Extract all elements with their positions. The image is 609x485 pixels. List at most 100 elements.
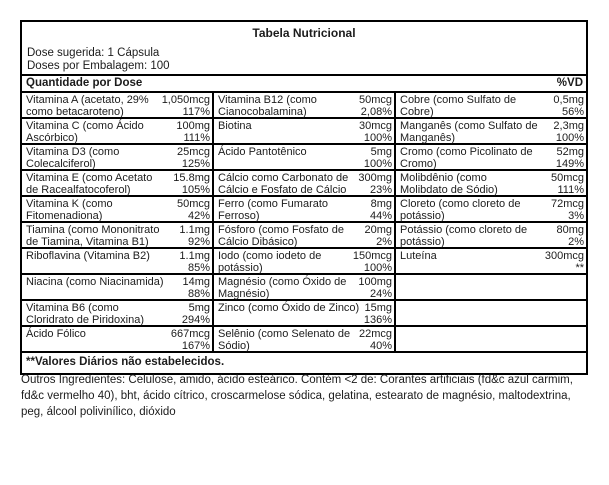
nutrient-values: 20mg 2% <box>364 224 392 248</box>
nutrient-name: Vitamina C (como Ácido Ascórbico) <box>26 120 144 144</box>
nutrient-row: Potássio (como cloreto de potássio) 80mg… <box>396 223 586 249</box>
nutrient-values: 100mg 111% <box>176 120 210 144</box>
nutrient-name: Vitamina K (como Fitomenadiona) <box>26 198 113 222</box>
nutrient-daily-value: 42% <box>187 210 210 222</box>
nutrient-daily-value: 2% <box>568 236 584 248</box>
nutrient-row: Cromo (como Picolinato de Cromo) 52mg 14… <box>396 145 586 171</box>
nutrient-daily-value: 111% <box>183 132 210 144</box>
nutrient-grid: Vitamina A (acetato, 29% como betacarote… <box>22 93 586 353</box>
nutrient-name: Niacina (como Niacinamida) <box>26 276 164 288</box>
nutrient-row: Manganês (como Sulfato de Manganês) 2,3m… <box>396 119 586 145</box>
nutrient-daily-value: ** <box>575 262 584 274</box>
nutrient-row <box>396 327 586 353</box>
nutrient-name: Vitamina B6 (como Cloridrato de Piridoxi… <box>26 302 144 326</box>
nutrient-row: Vitamina B6 (como Cloridrato de Piridoxi… <box>22 301 212 327</box>
nutrient-amount: 50mcg <box>550 172 584 184</box>
quantity-per-dose-header: Quantidade por Dose %VD <box>22 74 586 93</box>
nutrient-row: Vitamina K (como Fitomenadiona) 50mcg 42… <box>22 197 212 223</box>
nutrient-amount: 14mg <box>182 276 210 288</box>
table-title: Tabela Nutricional <box>252 26 356 40</box>
nutrient-row: Cálcio como Carbonato de Cálcio e Fosfat… <box>214 171 394 197</box>
nutrient-daily-value: 117% <box>182 106 210 118</box>
nutrient-amount: 25mcg <box>176 146 210 158</box>
nutrient-name: Fósforo (como Fosfato de Cálcio Dibásico… <box>218 224 344 248</box>
nutrient-values: 22mcg 40% <box>359 328 392 352</box>
nutrient-values: 50mcg 42% <box>177 198 210 222</box>
nutrient-name: Cloreto (como cloreto de potássio) <box>400 198 521 222</box>
nutrient-daily-value: 92% <box>187 236 210 248</box>
nutrient-values: 8mg 44% <box>369 198 392 222</box>
nutrient-name: Ácido Fólico <box>26 328 86 340</box>
nutrient-row: Biotina 30mcg 100% <box>214 119 394 145</box>
nutrient-row: Selênio (como Selenato de Sódio) 22mcg 4… <box>214 327 394 353</box>
nutrient-row: Ácido Pantotênico 5mg 100% <box>214 145 394 171</box>
nutrient-amount: 667mcg <box>170 328 210 340</box>
nutrient-column-2: Vitamina B12 (como Cianocobalamina) 50mc… <box>212 93 394 353</box>
nutrient-name: Riboflavina (Vitamina B2) <box>26 250 150 262</box>
nutrient-row <box>396 301 586 327</box>
nutrient-row: Vitamina C (como Ácido Ascórbico) 100mg … <box>22 119 212 145</box>
servings-per-package-line: Doses por Embalagem: 100 <box>27 60 170 72</box>
percent-dv-label: %VD <box>556 77 583 89</box>
nutrient-row: Niacina (como Niacinamida) 14mg 88% <box>22 275 212 301</box>
nutrient-amount: 150mcg <box>352 250 392 262</box>
nutrient-amount: 100mg <box>358 276 392 288</box>
nutrient-values: 667mcg 167% <box>170 328 210 352</box>
nutrient-amount: 5mg <box>370 146 392 158</box>
quantity-per-dose-label: Quantidade por Dose <box>26 77 143 89</box>
nutrient-values: 50mcg 2,08% <box>358 94 392 118</box>
nutrient-row: Vitamina D3 (como Colecalciferol) 25mcg … <box>22 145 212 171</box>
nutrient-daily-value: 111% <box>557 184 584 196</box>
nutrient-amount: 15mg <box>364 302 392 314</box>
nutrient-values: 2,3mg 100% <box>553 120 584 144</box>
nutrient-amount: 5mg <box>188 302 210 314</box>
nutrient-amount: 300mcg <box>544 250 584 262</box>
nutrient-daily-value: 56% <box>561 106 584 118</box>
nutrient-daily-value: 88% <box>187 288 210 300</box>
nutrient-daily-value: 167% <box>181 340 210 352</box>
nutrient-amount: 50mcg <box>358 94 392 106</box>
nutrient-values: 300mcg ** <box>544 250 584 274</box>
nutrient-values: 1.1mg 92% <box>179 224 210 248</box>
nutrient-amount: 8mg <box>370 198 392 210</box>
nutrient-amount: 1.1mg <box>179 224 210 236</box>
nutrient-values: 0,5mg 56% <box>553 94 584 118</box>
nutrient-daily-value: 100% <box>363 158 392 170</box>
nutrient-daily-value: 44% <box>369 210 392 222</box>
nutrient-values: 80mg 2% <box>556 224 584 248</box>
nutrient-daily-value: 85% <box>187 262 210 274</box>
nutrient-values: 5mg 294% <box>182 302 210 326</box>
nutrient-name: Biotina <box>218 120 252 132</box>
nutrient-values: 15.8mg 105% <box>173 172 210 196</box>
nutrient-row: Magnésio (como Óxido de Magnésio) 100mg … <box>214 275 394 301</box>
nutrient-name: Zinco (como Óxido de Zinco) <box>218 302 360 314</box>
nutrient-name <box>400 276 584 299</box>
nutrient-name: Vitamina E (como Acetato de Racealfatoco… <box>26 172 153 196</box>
nutrition-facts-table: Tabela Nutricional Dose sugerida: 1 Cáps… <box>20 20 588 375</box>
nutrient-row: Ferro (como Fumarato Ferroso) 8mg 44% <box>214 197 394 223</box>
nutrient-name: Vitamina D3 (como Colecalciferol) <box>26 146 120 170</box>
nutrient-name: Molibdênio (como Molibdato de Sódio) <box>400 172 498 196</box>
nutrient-daily-value: 40% <box>369 340 392 352</box>
nutrient-daily-value: 2,08% <box>360 106 392 118</box>
nutrient-name: Magnésio (como Óxido de Magnésio) <box>218 276 347 300</box>
nutrient-name <box>400 302 584 325</box>
nutrient-amount: 30mcg <box>358 120 392 132</box>
nutrient-values: 150mcg 100% <box>352 250 392 274</box>
nutrient-name: Selênio (como Selenato de Sódio) <box>218 328 351 352</box>
nutrient-values: 72mcg 3% <box>551 198 584 222</box>
table-header-block: Tabela Nutricional Dose sugerida: 1 Cáps… <box>22 22 586 74</box>
nutrient-name: Luteína <box>400 250 437 262</box>
nutrient-daily-value: 23% <box>369 184 392 196</box>
nutrient-row: Iodo (como iodeto de potássio) 150mcg 10… <box>214 249 394 275</box>
nutrient-row: Cloreto (como cloreto de potássio) 72mcg… <box>396 197 586 223</box>
nutrient-row: Ácido Fólico 667mcg 167% <box>22 327 212 353</box>
nutrient-values: 5mg 100% <box>363 146 392 170</box>
nutrient-row: Cobre (como Sulfato de Cobre) 0,5mg 56% <box>396 93 586 119</box>
daily-values-footnote: **Valores Diários não estabelecidos. <box>26 356 225 368</box>
nutrient-daily-value: 125% <box>181 158 210 170</box>
nutrient-amount: 0,5mg <box>553 94 584 106</box>
nutrient-row: Riboflavina (Vitamina B2) 1.1mg 85% <box>22 249 212 275</box>
nutrient-name: Vitamina A (acetato, 29% como betacarote… <box>26 94 149 118</box>
nutrient-values: 14mg 88% <box>182 276 210 300</box>
